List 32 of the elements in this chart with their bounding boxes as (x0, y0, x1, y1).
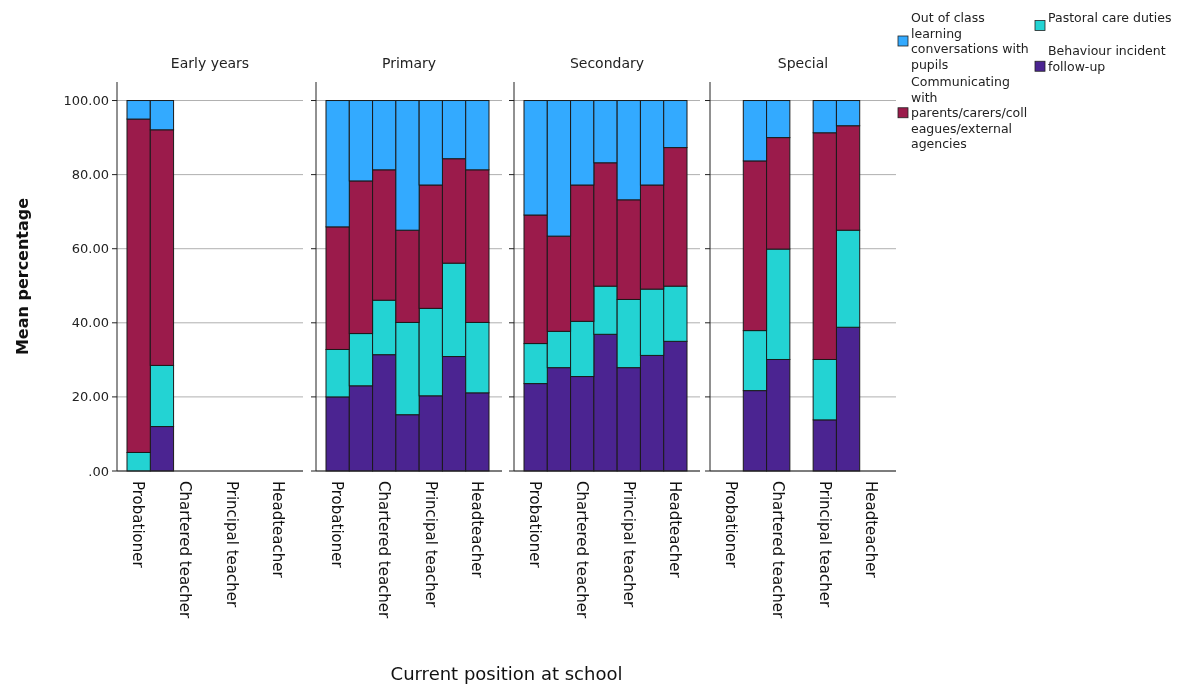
chart-title: Secondary (569, 55, 645, 71)
legend-label: Behaviour incident follow-up (1048, 43, 1167, 74)
chart-title: Special (777, 55, 829, 71)
x-tick-label: Probationer (328, 481, 347, 569)
x-tick-label: Principal teacher (619, 481, 638, 608)
chart-title: Early years (170, 55, 250, 71)
x-tick-label: Chartered teacher (768, 481, 787, 620)
x-tick-label: Headteacher (468, 481, 487, 579)
x-tick-label: Chartered teacher (175, 481, 194, 620)
x-axis-title: Current position at school (390, 663, 623, 684)
y-tick-label: 40.00 (71, 315, 109, 331)
legend-label: Pastoral care duties (1048, 10, 1173, 26)
y-tick-label: 20.00 (71, 389, 109, 405)
x-tick-label: Headteacher (269, 481, 288, 579)
x-tick-label: Principal teacher (222, 481, 241, 608)
x-tick-label: Headteacher (862, 481, 881, 579)
x-tick-label: Chartered teacher (572, 481, 591, 620)
y-axis-title: Mean percentage (13, 197, 32, 356)
x-tick-label: Principal teacher (421, 481, 440, 608)
y-tick-label: 100.00 (63, 93, 109, 109)
x-tick-label: Probationer (129, 481, 148, 569)
x-tick-label: Probationer (526, 481, 545, 569)
chart-title: Primary (381, 55, 437, 71)
x-tick-label: Chartered teacher (374, 481, 393, 620)
legend-label: Communicating with parents/carers/colleagues/external agencies (911, 74, 1029, 152)
x-tick-label: Probationer (722, 481, 741, 569)
legend-label: Out of class learning conversations with pupils (911, 10, 1029, 72)
y-tick-label: .00 (88, 463, 109, 479)
x-tick-label: Headteacher (666, 481, 685, 579)
x-tick-label: Principal teacher (815, 481, 834, 608)
y-tick-label: 80.00 (71, 167, 109, 183)
y-tick-label: 60.00 (71, 241, 109, 257)
